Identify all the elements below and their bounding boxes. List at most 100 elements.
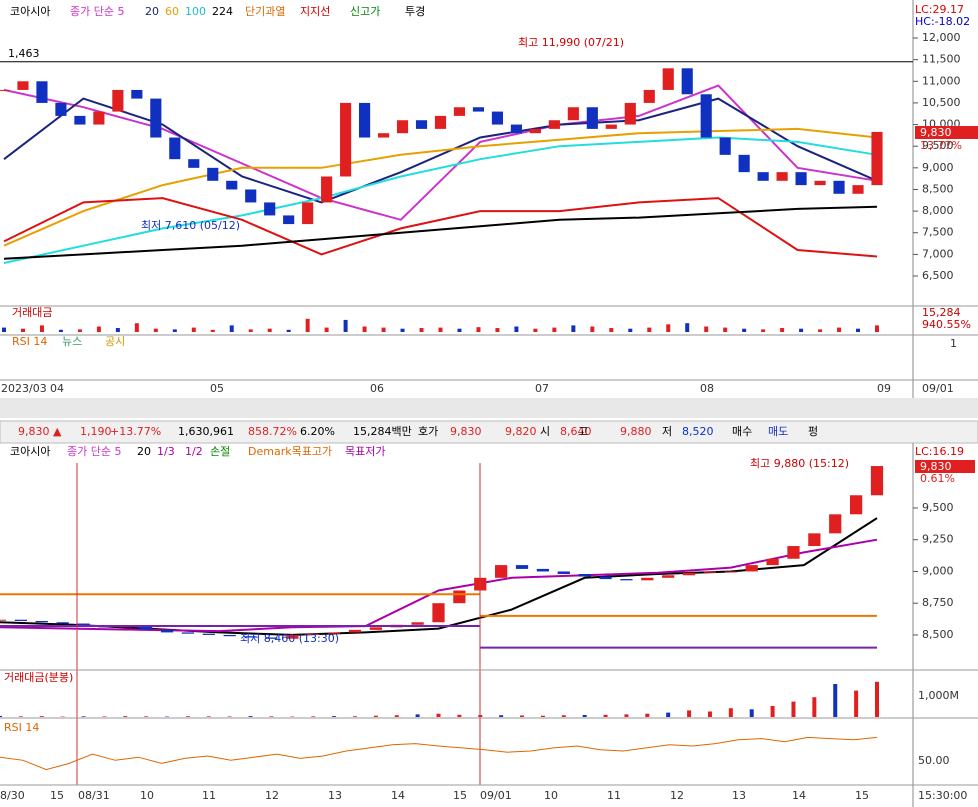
candle	[202, 633, 215, 635]
volume-bar	[749, 709, 754, 717]
moving-average	[3, 84, 878, 221]
volume-bar	[352, 716, 357, 717]
info-value[interactable]: 매도	[768, 425, 788, 438]
toolbar-label[interactable]: 60	[165, 5, 179, 18]
volume-bar	[248, 329, 253, 332]
x-tick-label: 08/31	[78, 789, 110, 802]
volume-bar	[552, 327, 557, 332]
toolbar-label[interactable]: 20	[137, 445, 151, 458]
candle	[434, 115, 447, 129]
volume-bar	[582, 715, 587, 717]
volume-bar	[457, 714, 462, 717]
toolbar-label[interactable]: 20	[145, 5, 159, 18]
candle	[160, 629, 174, 633]
info-value: 858.72%	[248, 425, 297, 438]
panel-title: RSI 14	[12, 335, 47, 348]
candle	[150, 98, 162, 138]
candle	[641, 577, 654, 581]
toolbar-label[interactable]: 손절	[210, 445, 230, 458]
candle	[472, 107, 485, 112]
x-tick-label: 08	[700, 382, 714, 395]
toolbar-label[interactable]: 1/2	[185, 445, 203, 458]
info-value[interactable]: 펑	[808, 425, 818, 438]
scrollbar[interactable]	[0, 398, 978, 418]
volume-bar	[286, 329, 291, 332]
candle	[833, 180, 845, 194]
x-tick-label: 14	[792, 789, 806, 802]
candle	[567, 107, 579, 121]
candle	[264, 202, 276, 216]
info-value[interactable]: 매수	[732, 425, 752, 438]
volume-bar	[311, 716, 316, 717]
annotation: 최저 8,460 (13:30)	[240, 632, 339, 645]
info-value: 9,820	[505, 425, 537, 438]
x-tick-label: 07	[535, 382, 549, 395]
info-value: 저	[662, 425, 672, 438]
volume-bar	[647, 327, 652, 332]
toolbar-label[interactable]: 지지선	[300, 5, 330, 18]
toolbar-label[interactable]: Demark목표고가	[248, 445, 332, 458]
candle	[586, 107, 598, 129]
toolbar-label[interactable]: 종가 단순 5	[67, 445, 121, 458]
toolbar-label[interactable]: 단기과열	[245, 5, 285, 18]
candle	[265, 637, 278, 639]
candle	[808, 533, 821, 547]
candle	[112, 89, 124, 112]
y-tick-label: 10,500	[922, 96, 961, 109]
candle	[548, 120, 560, 129]
candle	[578, 573, 591, 577]
candle	[207, 167, 219, 181]
volume-bar	[210, 329, 215, 332]
toolbar-label[interactable]: 투경	[405, 5, 425, 18]
volume-bar	[780, 328, 785, 332]
volume-bar	[248, 716, 253, 717]
y-tick-label: 9,250	[922, 533, 954, 546]
candle	[14, 619, 27, 621]
toolbar-label[interactable]: 코아시아	[10, 5, 50, 18]
panel-title: RSI 14	[4, 721, 39, 734]
volume-bar	[571, 325, 576, 332]
candle	[766, 558, 779, 566]
price-box	[915, 126, 978, 139]
candle	[369, 627, 382, 630]
toolbar-label[interactable]: 목표저가	[345, 445, 385, 458]
volume-bar	[495, 328, 500, 332]
moving-average	[0, 538, 878, 633]
candle	[605, 124, 617, 129]
volume-bar	[742, 328, 747, 332]
info-value: 15,284백만	[353, 425, 412, 438]
candle	[327, 632, 341, 634]
candle	[0, 619, 7, 621]
volume-bar	[39, 716, 44, 717]
toolbar-label[interactable]: 1/3	[157, 445, 175, 458]
candle	[35, 620, 48, 623]
moving-average	[3, 205, 878, 260]
candle	[495, 565, 508, 578]
x-tick-label: 8/30	[0, 789, 25, 802]
volume-bar	[2, 327, 6, 332]
panel-title: 공시	[105, 335, 125, 348]
volume-bar	[58, 329, 63, 332]
volume-bar	[875, 325, 879, 332]
volume-bar	[514, 326, 519, 332]
candle	[662, 575, 675, 578]
candle	[411, 622, 424, 625]
volume-bar	[540, 715, 545, 717]
x-tick-label: 2023/03	[1, 382, 47, 395]
info-bar	[0, 420, 978, 444]
toolbar-label[interactable]: 종가 단순 5	[70, 5, 124, 18]
candle	[515, 565, 529, 569]
price-box-label: 9,830	[920, 126, 952, 139]
panel-title: 거래대금	[12, 306, 52, 319]
panel-title: 거래대금(분봉)	[4, 671, 73, 684]
y-tick-label: 9,000	[922, 564, 954, 577]
toolbar-label[interactable]: 신고가	[350, 5, 380, 18]
info-value: 1,190	[80, 425, 112, 438]
annotation: 최고 9,880 (15:12)	[750, 457, 849, 470]
candle	[738, 154, 750, 173]
toolbar-label[interactable]: 코아시아	[10, 445, 50, 458]
info-value: 9,830	[450, 425, 482, 438]
toolbar-label[interactable]: 100	[185, 5, 206, 18]
toolbar-label[interactable]: 224	[212, 5, 233, 18]
